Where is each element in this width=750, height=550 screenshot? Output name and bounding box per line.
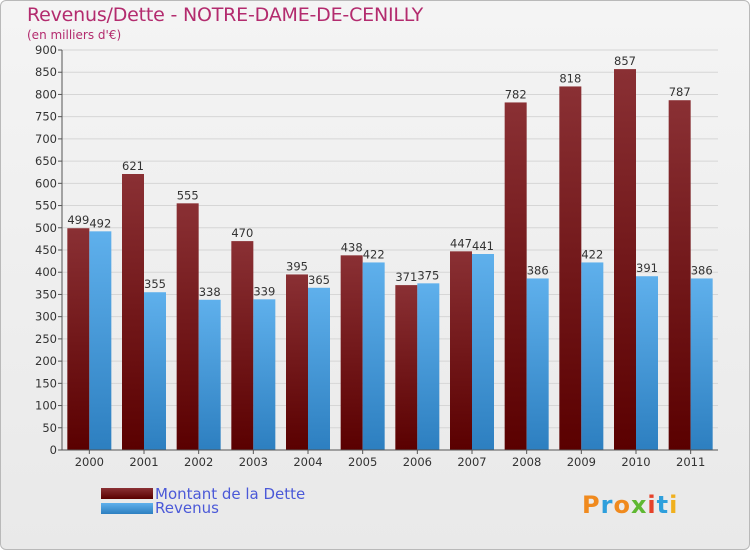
- y-tick-label: 450: [35, 243, 57, 257]
- bar-dette: [340, 255, 363, 450]
- x-tick-label: 2000: [75, 455, 104, 469]
- y-tick-label: 100: [35, 399, 57, 413]
- legend-swatch-revenus: [101, 503, 153, 514]
- y-tick-label: 600: [35, 176, 57, 190]
- bar-revenus: [89, 231, 112, 450]
- data-label: 365: [308, 273, 330, 287]
- x-tick-label: 2001: [129, 455, 158, 469]
- bar-revenus: [636, 276, 658, 450]
- data-label: 422: [363, 247, 385, 261]
- bar-dette: [231, 241, 254, 450]
- data-label: 386: [527, 263, 549, 277]
- data-label: 857: [614, 54, 636, 68]
- chart-title: Revenus/Dette - NOTRE-DAME-DE-CENILLY: [27, 4, 424, 26]
- data-label: 555: [177, 188, 199, 202]
- y-tick-label: 900: [35, 43, 57, 57]
- x-tick-label: 2006: [403, 455, 432, 469]
- x-tick-label: 2010: [621, 455, 650, 469]
- y-tick-label: 300: [35, 310, 57, 324]
- data-label: 787: [669, 85, 691, 99]
- y-tick-label: 550: [35, 199, 57, 213]
- data-label: 339: [253, 284, 275, 298]
- bar-revenus: [308, 287, 330, 450]
- data-label: 470: [231, 226, 253, 240]
- data-label: 818: [559, 71, 581, 85]
- data-label: 499: [67, 213, 89, 227]
- grid: [62, 49, 718, 451]
- data-label: 422: [581, 247, 603, 261]
- y-tick-label: 400: [35, 265, 57, 279]
- y-tick-label: 250: [35, 332, 57, 346]
- bar-revenus: [581, 262, 604, 450]
- logo-letter: x: [630, 491, 648, 519]
- logo-letter: r: [600, 491, 614, 519]
- axes: 0 50 100 150 200 250 300 350 400 450 500 550 600 650 7…: [35, 43, 718, 469]
- bar-dette: [395, 285, 418, 450]
- data-label: 375: [417, 268, 439, 282]
- data-label: 447: [450, 236, 472, 250]
- bar-dette: [668, 100, 691, 450]
- bar-revenus: [417, 283, 440, 450]
- y-tick-label: 850: [35, 65, 57, 79]
- y-tick-label: 500: [35, 221, 57, 235]
- data-label: 391: [636, 261, 658, 275]
- x-tick-label: 2007: [457, 455, 486, 469]
- x-tick-label: 2005: [348, 455, 377, 469]
- bar-dette: [122, 174, 144, 450]
- y-tick-label: 750: [35, 110, 57, 124]
- logo-letter: i: [647, 491, 657, 519]
- logo-letter: t: [656, 491, 670, 519]
- data-label: 438: [341, 240, 363, 254]
- data-label: 782: [505, 87, 527, 101]
- data-label: 355: [144, 277, 166, 291]
- legend-label-revenus: Revenus: [155, 499, 219, 517]
- y-tick-label: 200: [35, 354, 57, 368]
- y-tick-label: 700: [35, 132, 57, 146]
- data-label: 386: [691, 263, 713, 277]
- bar-revenus: [253, 299, 276, 450]
- proxiti-logo: Proxiti: [582, 491, 678, 519]
- logo-letter: o: [613, 491, 631, 519]
- x-tick-label: 2011: [676, 455, 705, 469]
- y-tick-label: 0: [50, 443, 57, 457]
- logo-letter: P: [582, 491, 601, 519]
- bar-dette: [67, 228, 90, 450]
- data-label: 338: [199, 285, 221, 299]
- bar-dette: [176, 203, 199, 450]
- bar-revenus: [362, 262, 385, 450]
- logo-letter: i: [669, 491, 679, 519]
- bar-dette: [450, 251, 472, 450]
- bar-dette: [614, 69, 636, 450]
- data-label: 395: [286, 259, 308, 273]
- x-tick-label: 2004: [293, 455, 322, 469]
- data-label: 441: [472, 239, 494, 253]
- bar-revenus: [690, 278, 713, 450]
- legend-swatch-dette: [101, 488, 153, 499]
- bar-dette: [286, 274, 308, 450]
- chart-subtitle: (en milliers d'€): [27, 28, 122, 42]
- bars: [67, 69, 713, 450]
- x-tick-label: 2009: [567, 455, 596, 469]
- data-label: 621: [122, 159, 144, 173]
- bar-revenus: [472, 254, 494, 450]
- x-tick-label: 2002: [184, 455, 213, 469]
- data-label: 371: [395, 270, 417, 284]
- y-tick-label: 150: [35, 376, 57, 390]
- x-tick-label: 2003: [239, 455, 268, 469]
- legend-label-dette: Montant de la Dette: [155, 485, 306, 503]
- y-tick-label: 650: [35, 154, 57, 168]
- bar-revenus: [526, 278, 549, 450]
- bar-revenus: [144, 292, 166, 450]
- y-tick-label: 50: [42, 421, 57, 435]
- x-tick-label: 2008: [512, 455, 541, 469]
- bar-revenus: [198, 299, 221, 450]
- bar-dette: [559, 86, 582, 450]
- y-tick-label: 350: [35, 287, 57, 301]
- data-label: 492: [89, 216, 111, 230]
- y-tick-label: 800: [35, 87, 57, 101]
- bar-dette: [504, 102, 527, 450]
